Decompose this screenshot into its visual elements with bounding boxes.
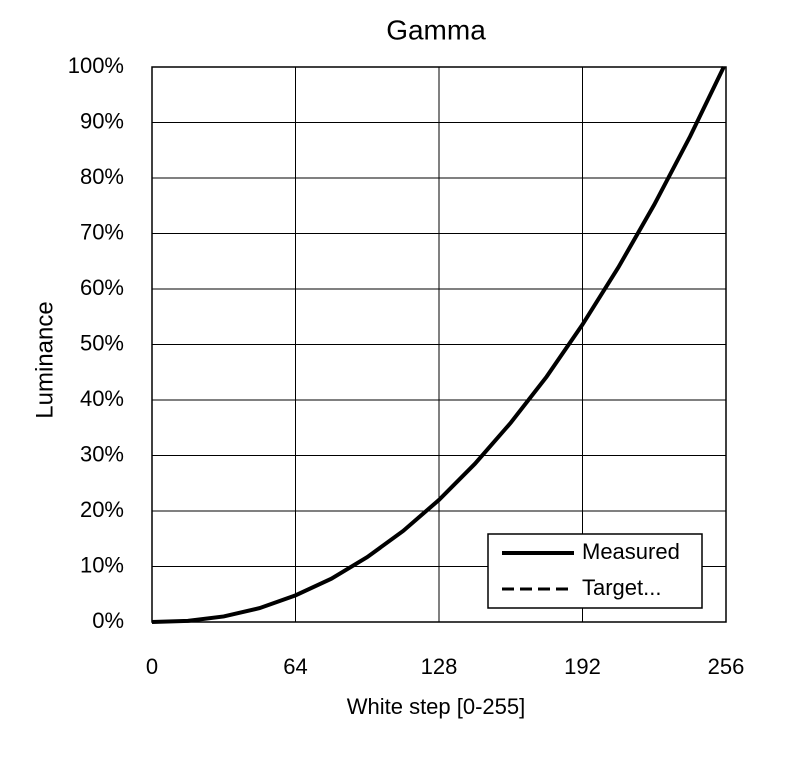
y-tick-label: 20% xyxy=(80,497,124,522)
x-tick-label: 0 xyxy=(146,654,158,679)
y-tick-label: 100% xyxy=(68,53,124,78)
y-tick-label: 60% xyxy=(80,275,124,300)
x-axis-title: White step [0-255] xyxy=(347,694,526,719)
y-axis-title: Luminance xyxy=(31,301,58,418)
x-tick-label: 192 xyxy=(564,654,601,679)
legend-label: Measured xyxy=(582,539,680,564)
y-tick-label: 50% xyxy=(80,330,124,355)
y-tick-label: 70% xyxy=(80,219,124,244)
y-tick-label: 0% xyxy=(92,608,124,633)
y-tick-label: 30% xyxy=(80,441,124,466)
y-tick-label: 40% xyxy=(80,386,124,411)
x-tick-label: 64 xyxy=(283,654,307,679)
legend-label: Target... xyxy=(582,575,661,600)
x-tick-label: 128 xyxy=(421,654,458,679)
y-tick-label: 90% xyxy=(80,108,124,133)
legend-box xyxy=(487,533,703,609)
series-line xyxy=(151,66,726,624)
y-tick-label: 10% xyxy=(80,552,124,577)
chart-title: Gamma xyxy=(386,14,486,45)
plot-frame xyxy=(151,66,727,623)
x-tick-label: 256 xyxy=(708,654,745,679)
y-tick-label: 80% xyxy=(80,164,124,189)
